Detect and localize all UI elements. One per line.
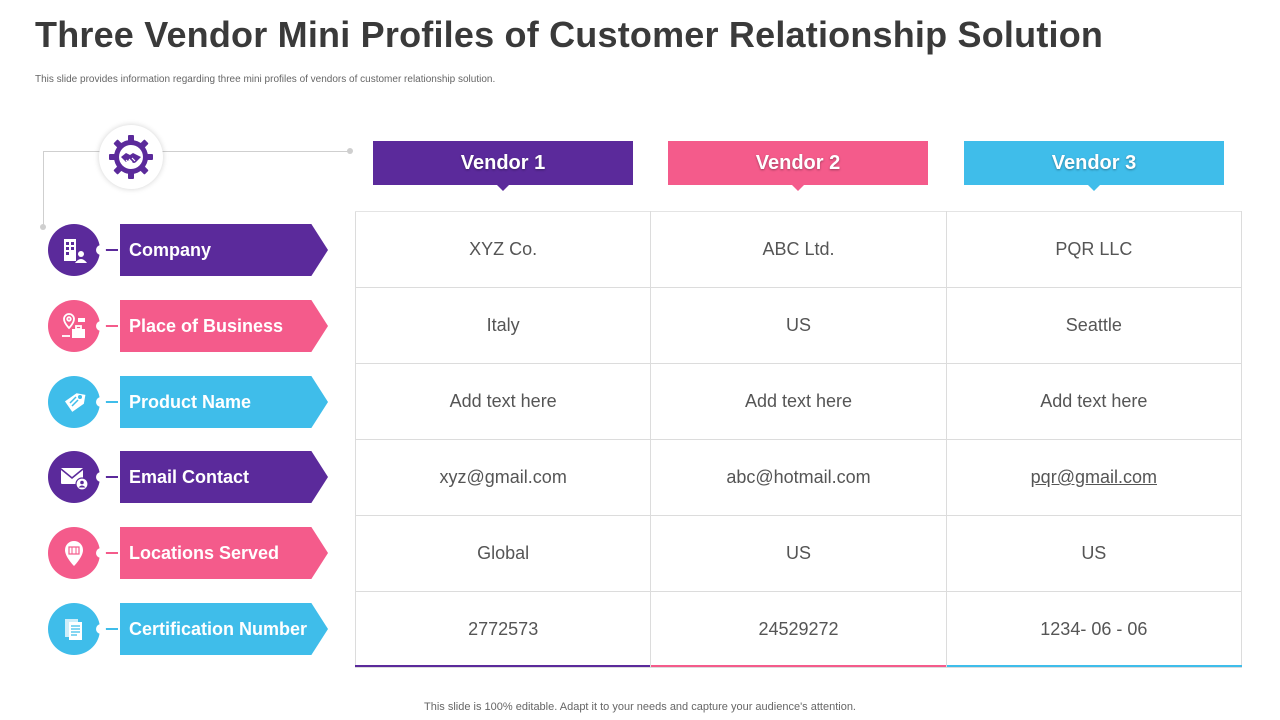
table-cell: US: [650, 287, 947, 364]
table-cell: US: [945, 515, 1243, 592]
row-label-certification-number: Certification Number: [48, 603, 338, 655]
table-cell: pqr@gmail.com: [945, 439, 1243, 516]
table-row: Global US US: [354, 515, 1243, 592]
row-label-text: Company: [120, 224, 328, 276]
table-cell: Global: [354, 515, 652, 592]
vendor-header-1: Vendor 1: [373, 141, 633, 191]
table-cell: 2772573: [354, 591, 652, 668]
table-cell: 1234- 06 - 06: [945, 591, 1243, 668]
row-label-text: Locations Served: [120, 527, 328, 579]
row-label-text: Email Contact: [120, 451, 328, 503]
vendor-header-label: Vendor 1: [460, 151, 546, 174]
column-underline-1: [355, 665, 650, 667]
table-cell: Add text here: [945, 363, 1243, 440]
slide-title: Three Vendor Mini Profiles of Customer R…: [35, 14, 1104, 55]
table-cell: Add text here: [354, 363, 652, 440]
slide-subtitle: This slide provides information regardin…: [35, 74, 496, 85]
table-cell: PQR LLC: [945, 211, 1243, 288]
table-cell: ABC Ltd.: [650, 211, 947, 288]
column-underline-3: [947, 665, 1242, 667]
email-link[interactable]: pqr@gmail.com: [1030, 467, 1157, 487]
table-row: xyz@gmail.com abc@hotmail.com pqr@gmail.…: [354, 439, 1243, 516]
row-label-email-contact: Email Contact: [48, 451, 338, 503]
table-cell: US: [650, 515, 947, 592]
table-cell: 24529272: [650, 591, 947, 668]
documents-icon: [48, 603, 100, 655]
table-cell: XYZ Co.: [354, 211, 652, 288]
connector-dot-vertical: [40, 224, 46, 230]
price-tag-icon: [48, 376, 100, 428]
table-row: XYZ Co. ABC Ltd. PQR LLC: [354, 211, 1243, 288]
row-label-text: Place of Business: [120, 300, 328, 352]
row-label-place-of-business: Place of Business: [48, 300, 338, 352]
row-label-company: Company: [48, 224, 338, 276]
vendor-table: XYZ Co. ABC Ltd. PQR LLC Italy US Seattl…: [354, 211, 1243, 668]
table-row: Italy US Seattle: [354, 287, 1243, 364]
table-row: 2772573 24529272 1234- 06 - 06: [354, 591, 1243, 668]
map-pin-icon: [48, 527, 100, 579]
row-label-text: Certification Number: [120, 603, 328, 655]
envelope-user-icon: [48, 451, 100, 503]
row-label-text: Product Name: [120, 376, 328, 428]
table-row: Add text here Add text here Add text her…: [354, 363, 1243, 440]
column-underline-2: [651, 665, 946, 667]
table-cell: Add text here: [650, 363, 947, 440]
building-user-icon: [48, 224, 100, 276]
table-cell: abc@hotmail.com: [650, 439, 947, 516]
connector-line: [44, 151, 350, 152]
table-cell: xyz@gmail.com: [354, 439, 652, 516]
connector-dot: [347, 148, 353, 154]
row-label-locations-served: Locations Served: [48, 527, 338, 579]
vendor-header-3: Vendor 3: [964, 141, 1224, 191]
table-cell: Seattle: [945, 287, 1243, 364]
location-briefcase-icon: [48, 300, 100, 352]
slide-footer: This slide is 100% editable. Adapt it to…: [424, 701, 856, 713]
vendor-header-label: Vendor 2: [755, 151, 841, 174]
vendor-header-2: Vendor 2: [668, 141, 928, 191]
table-cell: Italy: [354, 287, 652, 364]
vendor-header-label: Vendor 3: [1051, 151, 1137, 174]
handshake-gear-icon: [99, 125, 163, 189]
row-label-product-name: Product Name: [48, 376, 338, 428]
connector-line-vertical: [43, 151, 44, 227]
